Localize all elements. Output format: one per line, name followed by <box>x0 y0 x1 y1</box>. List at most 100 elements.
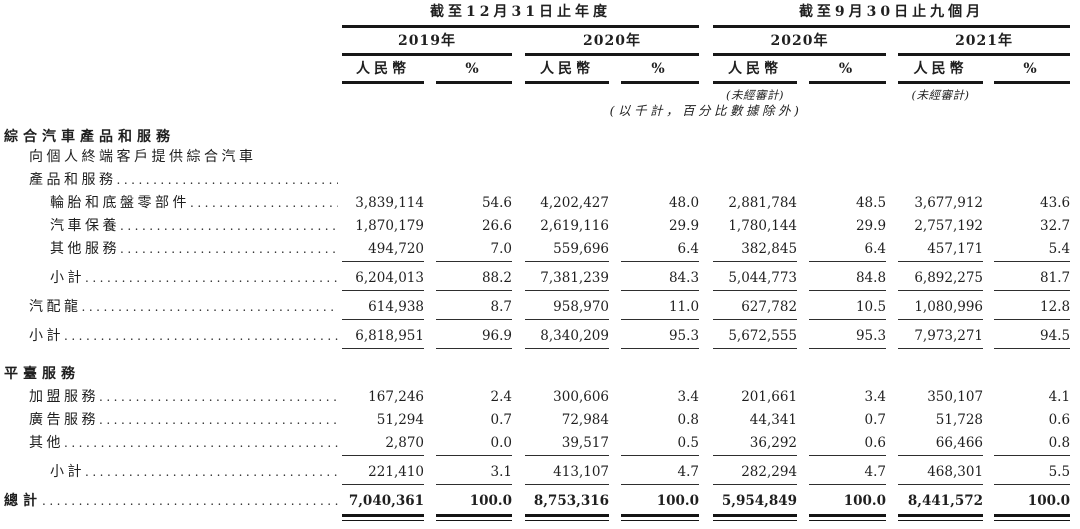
cell-value: 8.7 <box>490 299 512 315</box>
percent-label: % <box>465 61 483 77</box>
empty-cell <box>338 352 424 384</box>
separator-rule-row <box>2 482 1071 488</box>
empty-cell <box>338 167 424 190</box>
rule-cell <box>886 259 984 265</box>
cell-value: 4.1 <box>1048 389 1071 405</box>
percent-header: % <box>983 59 1070 81</box>
rule-cell <box>797 81 887 87</box>
year-label: 2019年 <box>398 33 456 49</box>
empty-cell <box>609 87 699 102</box>
value-cell: 26.6 <box>424 213 512 236</box>
rule-cell <box>512 317 609 323</box>
rule-cell <box>338 346 424 352</box>
cell-value: 84.3 <box>668 270 700 286</box>
empty-cell <box>2 102 338 121</box>
value-cell: 8.7 <box>424 294 512 317</box>
thin-rule <box>342 455 424 456</box>
thin-rule <box>994 261 1071 262</box>
cell-value: 5,954,849 <box>721 493 798 509</box>
table-row: 汽配龍 614,938 8.7 958,970 11.0 627,782 10.5 1,080… <box>2 294 1070 317</box>
value-cell: 72,984 <box>512 407 609 430</box>
table-row: 小計 6,818,951 96.9 8,340,209 95.3 5,672,555 95.… <box>2 323 1070 346</box>
cell-value: 6.4 <box>864 241 887 257</box>
empty-cell <box>338 121 424 147</box>
value-cell: 0.7 <box>797 407 886 430</box>
empty-cell <box>609 352 699 384</box>
rule-cell <box>512 81 609 87</box>
cell-value: 100.0 <box>1027 493 1071 509</box>
cell-value: 48.5 <box>855 195 887 211</box>
cell-value: 1,080,996 <box>914 299 984 315</box>
header-rule <box>342 25 700 28</box>
value-cell: 201,661 <box>699 384 797 407</box>
thin-rule <box>994 484 1071 485</box>
value-cell: 559,696 <box>512 236 609 259</box>
cell-value: 48.0 <box>668 195 700 211</box>
currency-header: 人民幣 <box>886 59 983 81</box>
thin-rule <box>342 348 424 349</box>
value-cell: 457,171 <box>886 236 983 259</box>
cell-value: 44,341 <box>749 412 798 428</box>
row-label: 小計 <box>50 464 85 480</box>
value-cell: 167,246 <box>338 384 424 407</box>
row-label-wrap: 總計 <box>2 490 338 509</box>
cell-value: 26.6 <box>481 218 512 234</box>
rule-cell <box>338 288 424 294</box>
rule-cell <box>983 453 1071 459</box>
percent-label: % <box>651 61 669 77</box>
currency-label: 人民幣 <box>356 61 410 77</box>
thin-rule <box>994 348 1071 349</box>
thin-rule <box>436 484 512 485</box>
rule-cell <box>609 453 700 459</box>
rule-cell <box>886 511 984 529</box>
value-cell: 100.0 <box>797 488 886 511</box>
thin-rule <box>809 348 887 349</box>
value-cell: 0.0 <box>424 430 512 453</box>
cell-value: 6,818,951 <box>355 328 424 344</box>
dot-leader <box>82 296 339 315</box>
value-cell: 3.4 <box>609 384 699 407</box>
thin-rule <box>525 484 609 485</box>
period-label: 截至12月31日止年度 <box>430 4 611 20</box>
rule-cell <box>338 259 424 265</box>
cell-value: 95.3 <box>668 328 700 344</box>
unaudited-note: (未經審計) <box>886 87 983 102</box>
rule-cell <box>983 482 1071 488</box>
table-row: 其他 2,870 0.0 39,517 0.5 36,292 0.6 66,466 0.8 <box>2 430 1070 453</box>
cell-value: 0.0 <box>490 435 512 451</box>
value-cell: 7,381,239 <box>512 265 609 288</box>
cell-value: 96.9 <box>481 328 512 344</box>
thin-rule <box>342 290 424 291</box>
cell-value: 614,938 <box>368 299 424 315</box>
thin-rule <box>525 319 609 320</box>
empty-cell <box>797 121 886 147</box>
revenue-breakdown-table: 截至12月31日止年度 截至9月30日止九個月 2019年 2020年 2020… <box>2 4 1071 529</box>
empty-cell <box>424 167 512 190</box>
thin-rule <box>436 261 512 262</box>
empty-cell <box>983 167 1070 190</box>
row-label-wrap: 廣告服務 <box>2 409 338 428</box>
rule-cell <box>338 25 700 31</box>
cell-value: 2,881,784 <box>728 195 798 211</box>
cell-value: 468,301 <box>927 464 984 480</box>
cell-value: 5,672,555 <box>728 328 798 344</box>
rule-cell <box>983 288 1071 294</box>
cell-value: 66,466 <box>935 435 984 451</box>
cell-value: 100.0 <box>469 493 512 509</box>
row-label-wrap: 汽配龍 <box>2 296 338 315</box>
row-label: 小計 <box>29 328 64 344</box>
cell-value: 3,677,912 <box>914 195 984 211</box>
rule-cell <box>424 81 512 87</box>
cell-value: 5,044,773 <box>728 270 798 286</box>
rule-cell <box>609 317 700 323</box>
empty-cell <box>699 121 797 147</box>
header-rule <box>713 25 1071 28</box>
empty-cell <box>424 147 512 167</box>
value-cell: 11.0 <box>609 294 699 317</box>
year-label: 2020年 <box>770 33 829 49</box>
separator-rule-row <box>2 453 1071 459</box>
rule-cell <box>512 346 609 352</box>
value-cell: 221,410 <box>338 459 424 482</box>
cell-value: 382,845 <box>741 241 798 257</box>
empty-cell <box>983 121 1070 147</box>
